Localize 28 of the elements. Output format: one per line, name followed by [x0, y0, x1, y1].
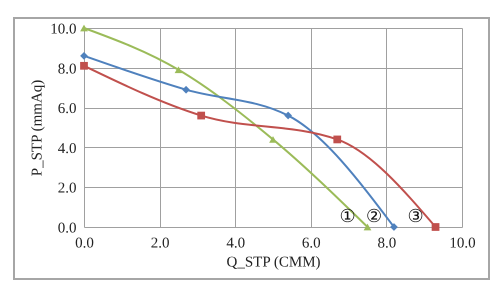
point: [333, 136, 342, 144]
point: [80, 52, 88, 60]
x-tick-label: 10.0: [449, 236, 476, 252]
point: [174, 66, 182, 74]
point: [80, 24, 88, 32]
y-tick-label: 2.0: [58, 180, 76, 197]
x-axis-title: Q_STP (CMM): [226, 254, 321, 270]
point: [182, 86, 190, 94]
y-tick-label: 4.0: [58, 140, 76, 157]
y-axis-title: P_STP (mmAq): [29, 80, 46, 176]
x-tick-label: 4.0: [226, 236, 246, 252]
series-label: ②: [366, 206, 382, 226]
y-tick-label: 6.0: [58, 101, 76, 118]
point: [197, 112, 206, 120]
x-tick-label: 6.0: [302, 236, 321, 252]
point: [80, 62, 88, 70]
y-tick-label: 0.0: [58, 220, 76, 236]
x-tick-label: 2.0: [150, 236, 170, 252]
point: [432, 223, 440, 231]
x-tick-label: 0.0: [75, 236, 94, 252]
y-tick-label: 8.0: [58, 61, 76, 78]
x-tick-label: 8.0: [378, 236, 396, 252]
series-label: ③: [408, 206, 424, 226]
point: [284, 112, 292, 120]
point: [390, 223, 398, 231]
point: [364, 224, 372, 230]
series-label: ①: [340, 206, 356, 226]
y-tick-label: 10.0: [50, 22, 76, 38]
